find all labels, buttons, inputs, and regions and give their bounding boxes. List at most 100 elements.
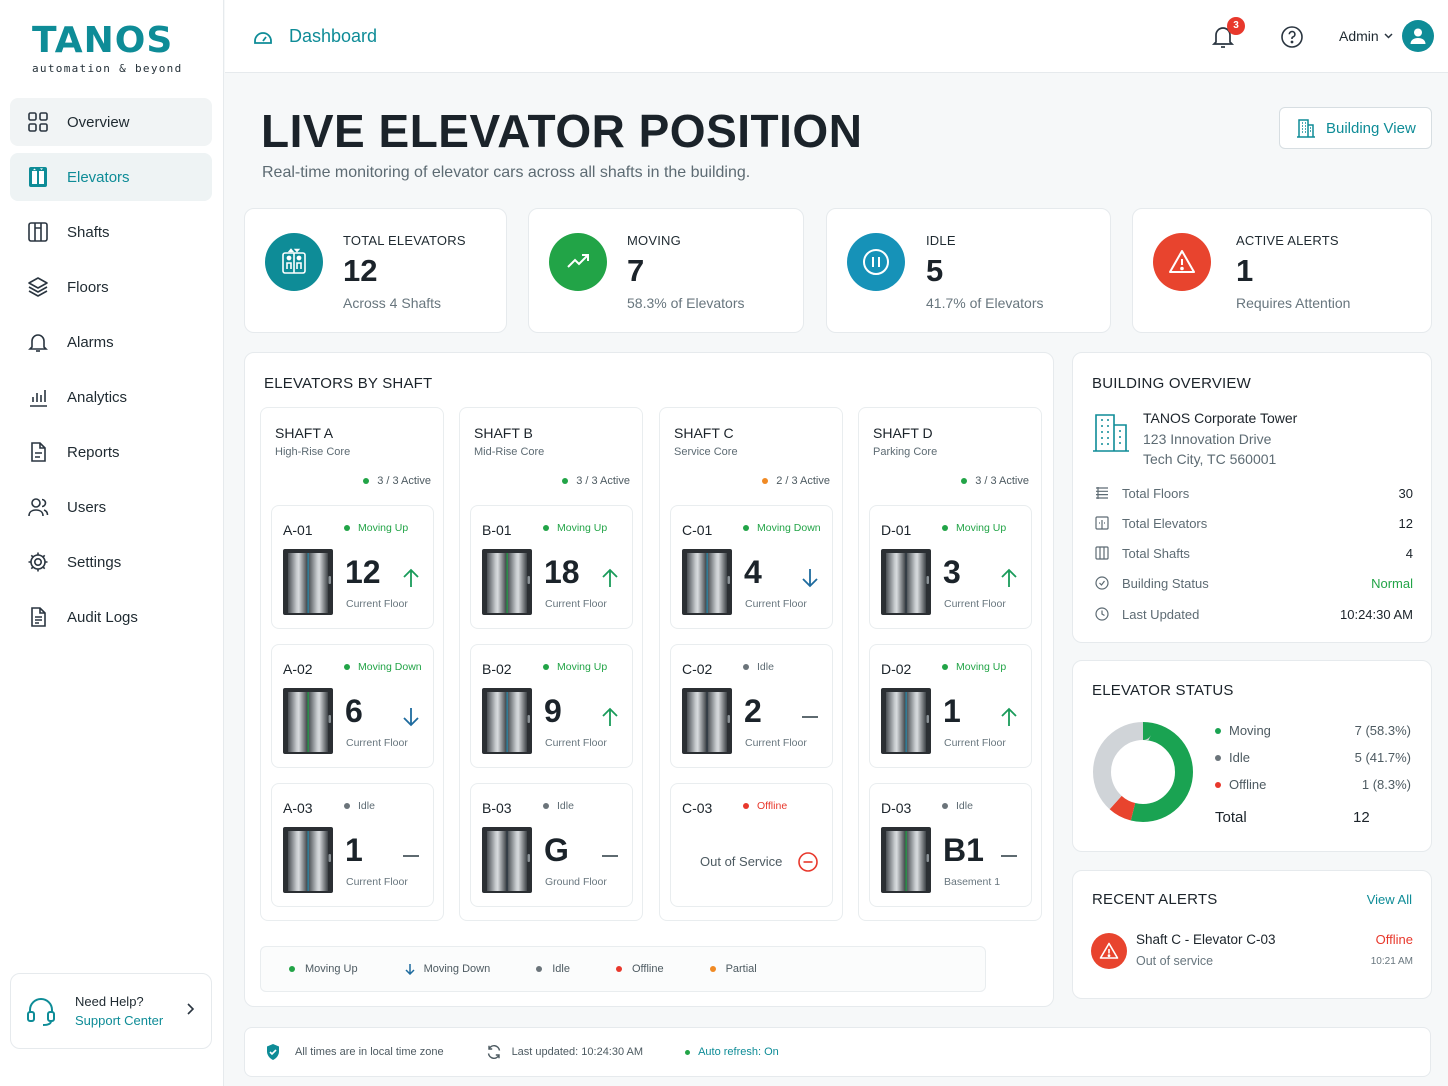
shaft-card-b: SHAFT B Mid-Rise Core 3 / 3 Active B-01 Movi…	[459, 407, 643, 921]
out-of-service-label: Out of Service	[700, 854, 783, 869]
dash-icon	[801, 707, 819, 732]
help-icon[interactable]	[1280, 25, 1304, 54]
legend-item: Moving Down	[404, 963, 490, 975]
elevator-card-b-02[interactable]: B-02 Moving Up 9 Current Floor	[470, 644, 633, 768]
floor-label: Current Floor	[745, 737, 807, 749]
elevator-status: Idle	[942, 800, 973, 812]
elevator-card-a-02[interactable]: A-02 Moving Down 6 Current Floor	[271, 644, 434, 768]
stat-total-elevators: TOTAL ELEVATORS 12 Across 4 Shafts	[244, 208, 507, 333]
support-center-link[interactable]: Support Center	[75, 1013, 164, 1028]
legend-item: Partial	[709, 963, 757, 975]
elevator-card-d-02[interactable]: D-02 Moving Up 1 Current Floor	[869, 644, 1032, 768]
stat-value: 1	[1236, 253, 1254, 288]
shaft-active-count: 3 / 3 Active	[363, 475, 431, 487]
trending-up-icon	[549, 233, 607, 291]
sidebar-item-reports[interactable]: Reports	[10, 428, 212, 476]
alert-title: Shaft C - Elevator C-03	[1136, 932, 1276, 947]
elevator-status: Moving Up	[942, 661, 1006, 673]
shaft-active-count: 3 / 3 Active	[961, 475, 1029, 487]
elevator-card-d-03[interactable]: D-03 Idle B1 Basement 1	[869, 783, 1032, 907]
layers-icon	[26, 275, 50, 299]
sidebar-item-label: Overview	[67, 113, 130, 131]
current-floor: 2	[744, 693, 762, 729]
elevator-people-icon	[265, 233, 323, 291]
logo[interactable]: TANOS automation & beyond	[32, 20, 183, 76]
sidebar-item-floors[interactable]: Floors	[10, 263, 212, 311]
elevator-card-c-02[interactable]: C-02 Idle 2 Current Floor	[670, 644, 833, 768]
user-menu[interactable]: Admin	[1339, 28, 1393, 44]
shaft-card-d: SHAFT D Parking Core 3 / 3 Active D-01 Movin…	[858, 407, 1042, 921]
sidebar-item-label: Floors	[67, 278, 109, 296]
logo-text: TANOS	[32, 20, 174, 61]
shaft-icon	[26, 220, 50, 244]
current-floor: 4	[744, 554, 762, 590]
elevator-status: Moving Up	[543, 522, 607, 534]
legend-item: Offline	[615, 963, 664, 975]
sidebar: TANOS automation & beyond Overview Eleva…	[0, 0, 224, 1086]
status-gauge-icon	[1093, 576, 1111, 590]
footer-auto-refresh[interactable]: Auto refresh: On	[685, 1046, 779, 1058]
breadcrumb[interactable]: Dashboard	[253, 26, 377, 47]
elevator-card-c-01[interactable]: C-01 Moving Down 4 Current Floor	[670, 505, 833, 629]
sidebar-item-settings[interactable]: Settings	[10, 538, 212, 586]
help-title: Need Help?	[75, 994, 144, 1009]
sidebar-item-audit-logs[interactable]: Audit Logs	[10, 593, 212, 641]
elevator-status: Idle	[743, 661, 774, 673]
floor-label: Current Floor	[944, 598, 1006, 610]
dash-icon	[1000, 846, 1018, 871]
elevator-card-a-03[interactable]: A-03 Idle 1 Current Floor	[271, 783, 434, 907]
sidebar-item-alarms[interactable]: Alarms	[10, 318, 212, 366]
elevator-card-a-01[interactable]: A-01 Moving Up 12 Current Floor	[271, 505, 434, 629]
footer-last-updated: Last updated: 10:24:30 AM	[486, 1044, 643, 1060]
refresh-icon	[486, 1044, 502, 1060]
sidebar-item-shafts[interactable]: Shafts	[10, 208, 212, 256]
bar-chart-icon	[26, 385, 50, 409]
avatar[interactable]	[1402, 20, 1434, 52]
panel-title: RECENT ALERTS	[1092, 891, 1218, 908]
elevator-door-icon	[282, 687, 334, 760]
building-city: Tech City, TC 560001	[1143, 451, 1277, 467]
elevator-id: D-02	[881, 661, 912, 677]
elevator-status: Offline	[743, 800, 787, 812]
elevator-card-b-03[interactable]: B-03 Idle G Ground Floor	[470, 783, 633, 907]
sidebar-item-elevators[interactable]: Elevators	[10, 153, 212, 201]
overview-row-total-elevators: Total Elevators 12	[1093, 513, 1413, 533]
building-name: TANOS Corporate Tower	[1143, 410, 1298, 426]
alert-item[interactable]: Shaft C - Elevator C-03 Out of service O…	[1091, 931, 1413, 975]
sidebar-item-overview[interactable]: Overview	[10, 98, 212, 146]
shaft-card-c: SHAFT C Service Core 2 / 3 Active C-01 Movin…	[659, 407, 843, 921]
current-floor: B1	[943, 832, 984, 868]
help-card[interactable]: Need Help? Support Center	[10, 973, 212, 1049]
elevator-door-icon	[282, 826, 334, 899]
current-floor: 9	[544, 693, 562, 729]
view-all-link[interactable]: View All	[1366, 892, 1412, 907]
floor-label: Current Floor	[944, 737, 1006, 749]
elevator-id: C-03	[682, 800, 713, 816]
building-view-button[interactable]: Building View	[1279, 107, 1432, 149]
logo-tagline: automation & beyond	[32, 62, 183, 75]
clock-icon	[1093, 607, 1111, 621]
user-name: Admin	[1339, 28, 1379, 44]
stat-value: 5	[926, 253, 944, 288]
elevator-card-b-01[interactable]: B-01 Moving Up 18 Current Floor	[470, 505, 633, 629]
elevator-card-d-01[interactable]: D-01 Moving Up 3 Current Floor	[869, 505, 1032, 629]
notification-bell-icon[interactable]	[1211, 24, 1235, 55]
stat-label: ACTIVE ALERTS	[1236, 233, 1339, 248]
topbar: Dashboard 3 Admin	[225, 0, 1448, 73]
sidebar-item-analytics[interactable]: Analytics	[10, 373, 212, 421]
shaft-card-a: SHAFT A High-Rise Core 3 / 3 Active A-01 Mov…	[260, 407, 444, 921]
dash-icon	[601, 846, 619, 871]
sidebar-item-users[interactable]: Users	[10, 483, 212, 531]
building-address: 123 Innovation Drive	[1143, 431, 1272, 447]
arrow-up-icon	[402, 568, 420, 593]
elevator-door-icon	[880, 687, 932, 760]
sidebar-item-label: Shafts	[67, 223, 110, 241]
sidebar-item-label: Alarms	[67, 333, 114, 351]
elevator-card-c-03[interactable]: C-03 Offline Out of Service	[670, 783, 833, 907]
sidebar-item-label: Analytics	[67, 388, 128, 406]
elevator-icon	[1093, 516, 1111, 530]
sidebar-item-label: Elevators	[67, 168, 130, 186]
panel-title: ELEVATOR STATUS	[1092, 682, 1234, 699]
no-entry-icon	[797, 851, 819, 878]
arrow-up-icon	[1000, 707, 1018, 732]
